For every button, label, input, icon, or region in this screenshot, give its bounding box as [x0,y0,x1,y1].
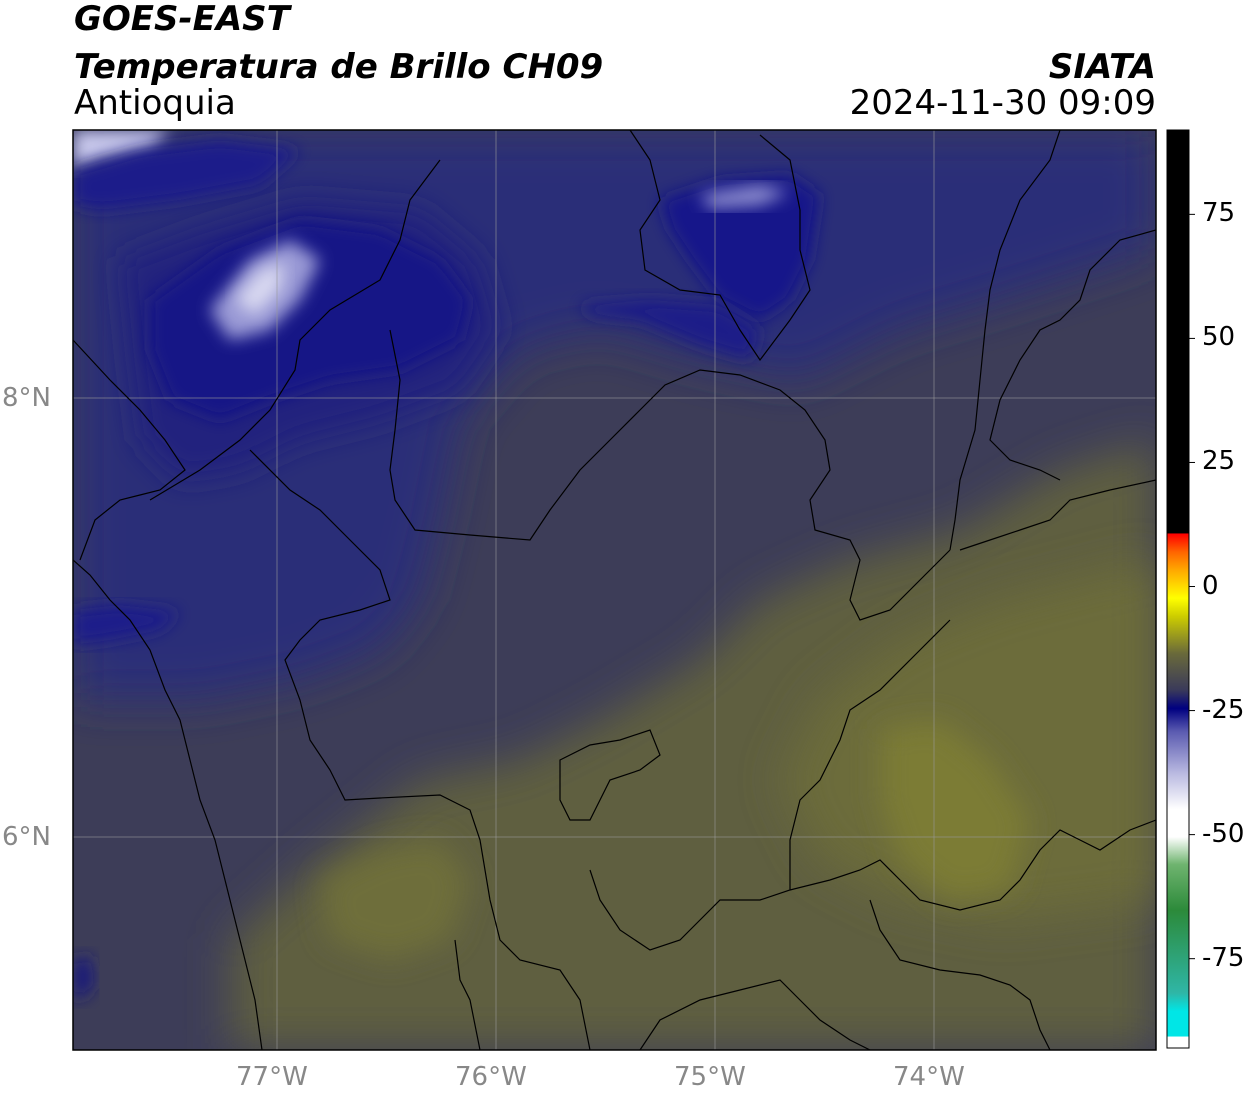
border-cordoba [389,329,951,621]
lon-tick-74w: 74°W [893,1062,965,1092]
colorbar-ticks [1189,213,1195,960]
colorbar [1166,129,1190,1049]
field-warmer [780,560,1156,920]
lat-tick-8n: 8°N [2,383,51,413]
title-product: Temperatura de Brillo CH09 [74,47,604,87]
field-warmest [880,720,1030,900]
colorbar-label-75: 75 [1202,198,1236,229]
colorbar-label-minus50: -50 [1202,818,1245,849]
cloud-top-nw-bright [235,262,285,315]
border-caldas [789,819,1156,911]
title-organization: SIATA [1048,47,1156,87]
lat-tick-6n: 6°N [2,822,51,852]
coastline-west [73,559,263,1050]
colorbar-label-25: 25 [1202,446,1236,477]
border-santander [989,229,1156,481]
title-datetime: 2024-11-30 09:09 [849,83,1156,123]
colorbar-label-minus25: -25 [1202,694,1245,725]
field-warm-sw [320,840,470,960]
cloud-sw-corner [73,955,95,1000]
cloud-ne [660,175,820,320]
gridlines [73,130,1156,1050]
border-choco-valle [454,939,481,1050]
colorbar-label-0: 0 [1202,570,1219,601]
cloud-ne-bright [700,185,790,208]
colorbar-label-minus75: -75 [1202,942,1245,973]
border-antioquia-north [249,449,591,1050]
coastline-gulf [73,339,186,561]
border-darien [149,159,441,501]
cloud-band-top [73,140,300,210]
title-region: Antioquia [74,83,236,123]
cloud-core-nw [150,220,470,420]
boundaries [73,130,1156,1050]
title-satellite: GOES-EAST [74,0,290,39]
border-medellin [559,729,661,821]
border-bolivar [629,130,811,362]
temperature-field [73,130,1156,1050]
lon-tick-76w: 76°W [455,1062,527,1092]
colorbar-label-50: 50 [1202,322,1236,353]
border-tolima [639,979,871,1050]
map-frame [72,129,1157,1051]
cloud-west-edge [73,605,180,645]
lon-tick-77w: 77°W [236,1062,308,1092]
river-magdalena-line [959,479,1156,551]
lon-tick-75w: 75°W [674,1062,746,1092]
border-cundinamarca [869,899,1051,1050]
border-magdalena [949,130,1061,551]
cloud-corner [73,130,170,170]
